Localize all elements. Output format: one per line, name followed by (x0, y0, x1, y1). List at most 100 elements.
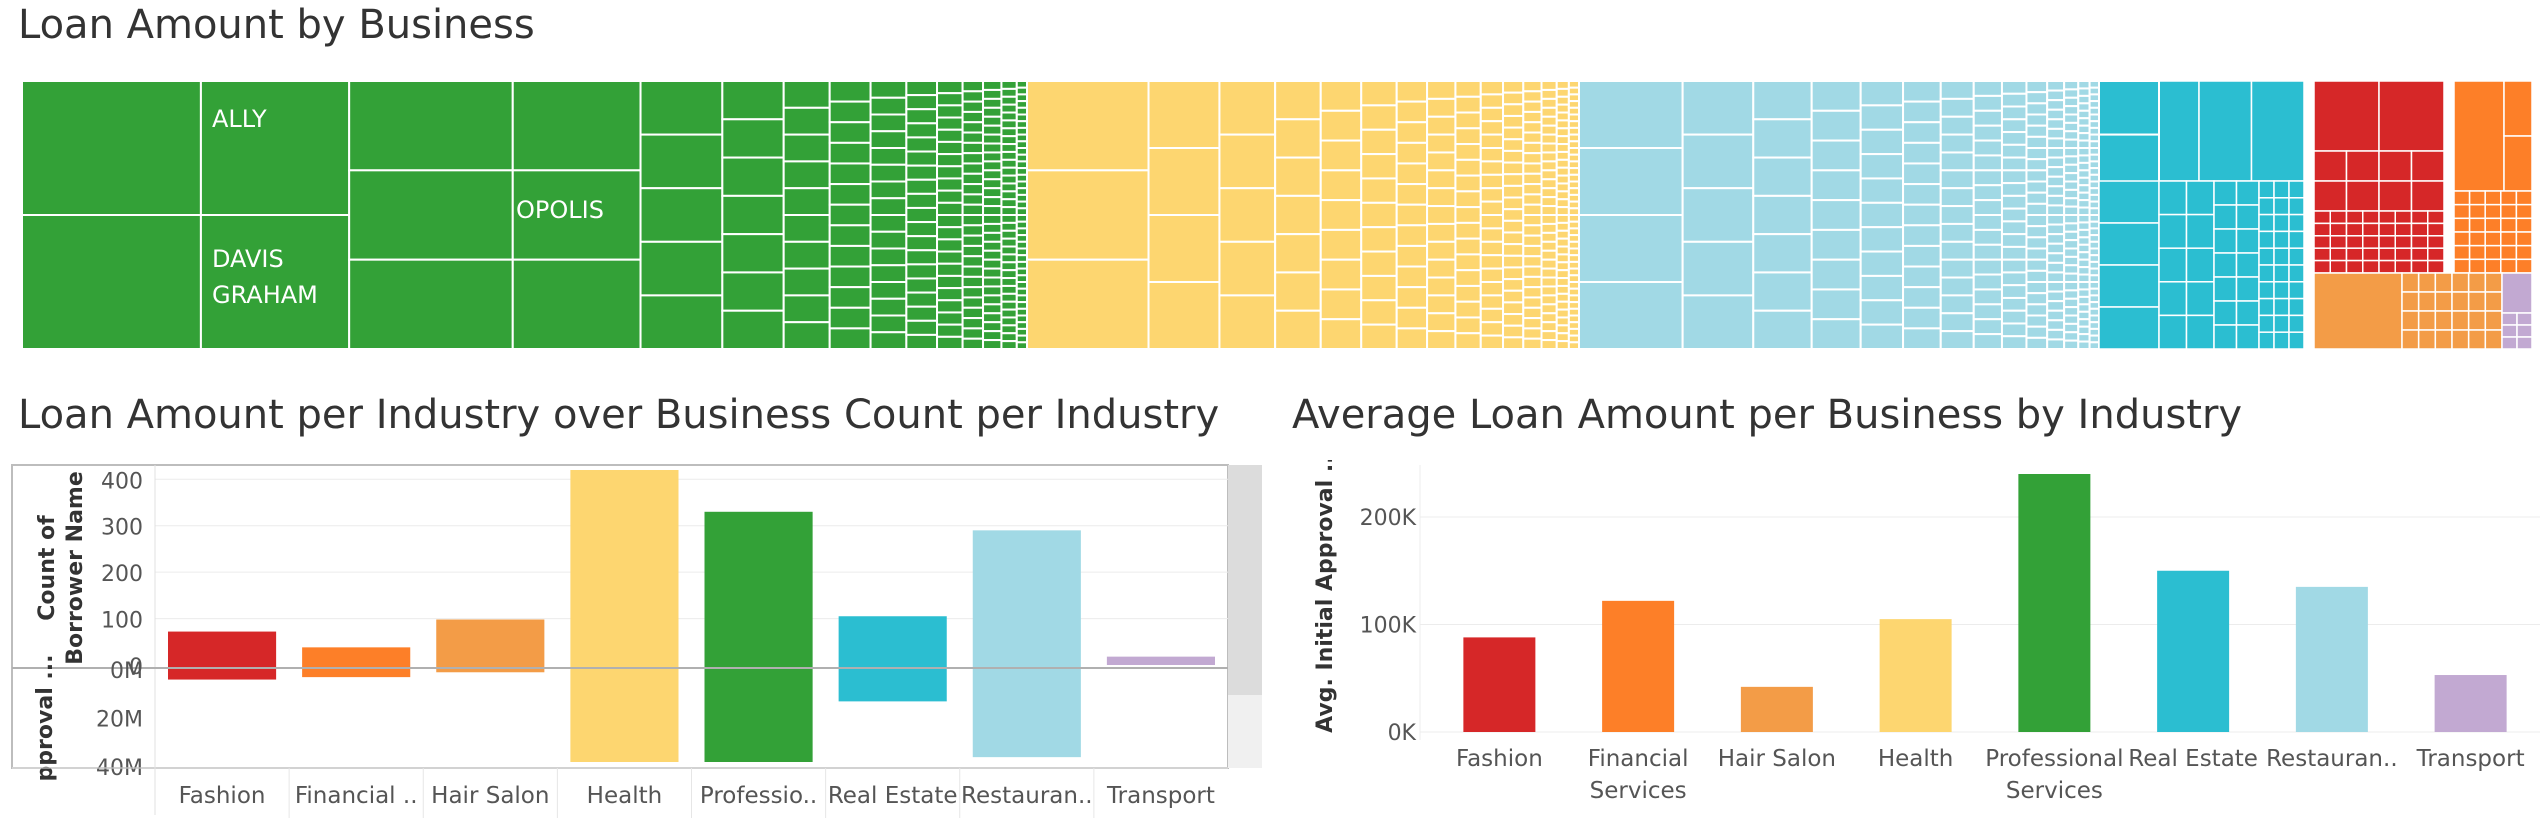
treemap-professional-services-tile (1000, 127, 1018, 138)
treemap-health-tile (1319, 288, 1363, 321)
treemap-restaurants-tile (2063, 297, 2080, 309)
treemap-professional-services-tile (961, 255, 985, 268)
treemap-health-tile (1479, 267, 1505, 284)
treemap-restaurants-tile (2025, 113, 2049, 127)
treemap-restaurants-tile (1972, 169, 2003, 187)
treemap-restaurants-tile (2063, 163, 2080, 175)
treemap-restaurants-tile (2088, 287, 2100, 297)
treemap-professional-services-tile (782, 81, 831, 109)
combo-xtick-label: Transport (1106, 783, 1215, 809)
treemap-health-tile (1540, 294, 1558, 306)
treemap-professional-services-tile (828, 286, 872, 309)
treemap-professional-services-tile (828, 162, 872, 186)
treemap-health-tile (1479, 120, 1505, 136)
treemap-restaurants-tile (2025, 314, 2049, 328)
treemap-restaurants-tile (2077, 333, 2091, 343)
treemap-label-graham: GRAHAM (212, 281, 318, 309)
treemap-real-estate-tile (2185, 213, 2215, 249)
treemap-health-tile (1567, 187, 1581, 196)
treemap-fashion-tile (2345, 210, 2364, 225)
treemap-health-tile (1502, 126, 1525, 141)
treemap-professional-services-tile (936, 104, 964, 119)
treemap-professional-services-tile (905, 305, 939, 322)
treemap-health-tile (1540, 205, 1558, 216)
treemap-professional-services-tile (1015, 193, 1028, 203)
treemap-restaurants-tile (2063, 130, 2080, 141)
treemap-restaurants-tile (1578, 147, 1684, 216)
treemap-health-tile (1555, 135, 1570, 146)
treemap-professional-services-tile (1000, 111, 1018, 122)
treemap-professional-services-tile (936, 177, 964, 192)
treemap-health-tile (1522, 183, 1543, 196)
treemap-health-tile (1479, 321, 1505, 337)
treemap-professional-services-tile (828, 121, 872, 144)
treemap-professional-services-tile (782, 267, 831, 297)
treemap-real-estate-tile (2235, 324, 2260, 349)
treemap-restaurants-tile (2025, 336, 2049, 349)
treemap-financial-services-tile (2515, 203, 2532, 220)
treemap-restaurants-tile (1939, 97, 1975, 118)
avg-loan-chart[interactable]: 0K 100K 200K Avg. Initial Approval ... Fashi… (1290, 460, 2544, 818)
treemap-restaurants-tile (2063, 239, 2080, 250)
treemap-health-tile (1540, 81, 1558, 91)
treemap-fashion-tile (2362, 259, 2380, 274)
treemap-health-tile (1360, 128, 1398, 156)
treemap-health-tile (1555, 206, 1570, 216)
treemap-health-tile (1555, 221, 1570, 232)
treemap-hair-salon-tile (2484, 291, 2503, 312)
treemap-restaurants-tile (2077, 221, 2091, 231)
treemap-health-tile (1454, 300, 1482, 319)
treemap-health-tile (1274, 194, 1322, 236)
treemap-real-estate-tile (2158, 281, 2188, 317)
treemap-health-tile (1218, 187, 1277, 243)
treemap-professional-services-tile (1000, 81, 1018, 90)
treemap-restaurants-tile (1902, 286, 1942, 309)
combo-xtick-label: Fashion (179, 783, 266, 809)
treemap-financial-services-tile (2500, 190, 2518, 206)
treemap-fashion-tile (2427, 247, 2445, 262)
treemap-professional-services-tile (982, 124, 1003, 136)
treemap-professional-services-tile (982, 294, 1003, 306)
treemap-restaurants-tile (1972, 94, 2003, 112)
treemap-health-tile (1479, 254, 1505, 270)
treemap-restaurants-tile (2088, 254, 2100, 263)
treemap-restaurants-tile (2077, 161, 2091, 172)
treemap-professional-services-tile (828, 244, 872, 268)
treemap-professional-services-tile (905, 164, 939, 181)
treemap-health-tile (1454, 174, 1482, 193)
treemap-health-tile (1522, 162, 1543, 175)
treemap-professional-services-tile (782, 160, 831, 190)
treemap[interactable]: ALLY DAVIS GRAHAM OPOLIS (22, 81, 2532, 349)
treemap-health-tile (1479, 93, 1505, 109)
treemap-professional-services-tile (961, 162, 985, 175)
treemap-fashion-tile (2378, 210, 2396, 225)
treemap-restaurants-tile (1810, 109, 1862, 142)
treemap-health-tile (1522, 152, 1543, 165)
treemap-real-estate-tile (2198, 81, 2253, 182)
treemap-restaurants-tile (2025, 202, 2049, 217)
treemap-restaurants-tile (2000, 322, 2028, 338)
treemap-health-tile (1395, 183, 1429, 206)
treemap-health-tile (1454, 206, 1482, 224)
treemap-professional-services-tile (1015, 281, 1028, 290)
treemap-restaurants-tile (1902, 121, 1942, 144)
treemap-professional-services-tile (828, 100, 872, 124)
combo-xtick-label: Real Estate (828, 783, 958, 809)
treemap-health-tile (1218, 294, 1277, 349)
treemap-restaurants-tile (2046, 175, 2066, 188)
treemap-title: Loan Amount by Business (18, 2, 535, 48)
treemap-professional-services-tile (982, 160, 1003, 172)
treemap-professional-services-tile (961, 131, 985, 144)
avg-bar-hair-salon (1740, 686, 1813, 732)
treemap-restaurants-tile (1939, 115, 1975, 136)
treemap-professional-services-tile (828, 327, 872, 349)
treemap-restaurants-tile (2063, 96, 2080, 108)
treemap-health-tile (1540, 124, 1558, 136)
treemap-health-tile (1540, 97, 1558, 109)
treemap-label-opolis: OPOLIS (516, 196, 604, 224)
treemap-professional-services-tile (869, 113, 908, 133)
treemap-professional-services-tile (936, 335, 964, 349)
treemap-health-tile (1567, 281, 1581, 290)
treemap-restaurants-tile (2046, 290, 2066, 303)
